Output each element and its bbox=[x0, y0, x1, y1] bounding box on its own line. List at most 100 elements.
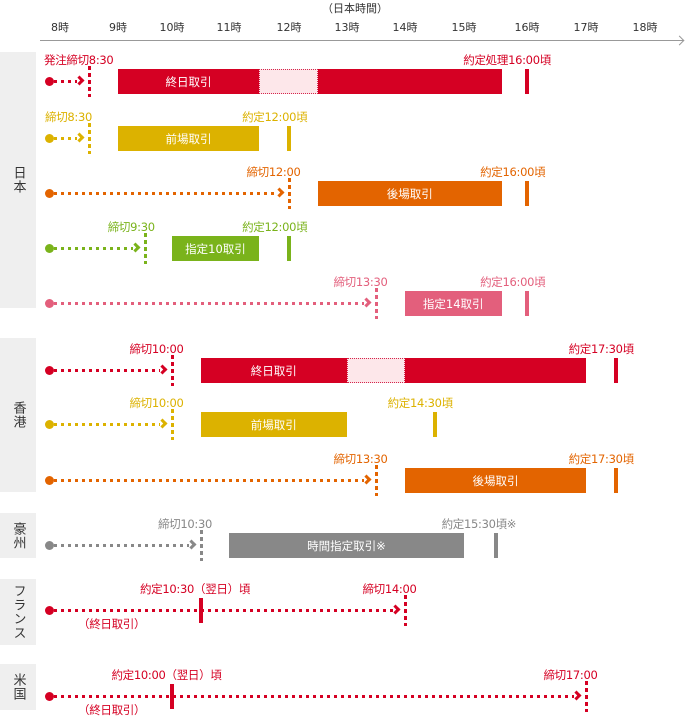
trading-session-bar: 時間指定取引※ bbox=[229, 533, 464, 558]
start-dot bbox=[45, 366, 54, 375]
region-band: 米国 bbox=[0, 664, 36, 710]
dotted-flow-line bbox=[54, 247, 133, 250]
chevron-right-icon bbox=[74, 75, 85, 86]
axis-tick-label: 18時 bbox=[632, 21, 658, 34]
cutoff-label: 締切10:30 bbox=[157, 517, 213, 531]
settlement-marker bbox=[493, 533, 498, 558]
start-dot bbox=[45, 77, 54, 86]
axis-tick-label: 16時 bbox=[514, 21, 540, 34]
axis-tick-label: 12時 bbox=[276, 21, 302, 34]
settlement-label: 約定17:30頃 bbox=[568, 452, 635, 466]
session-label: 時間指定取引※ bbox=[307, 538, 386, 553]
cutoff-label: 締切13:30 bbox=[333, 275, 388, 289]
chevron-right-icon bbox=[157, 364, 168, 375]
dotted-flow-line bbox=[54, 479, 364, 482]
settlement-marker bbox=[525, 69, 529, 94]
dotted-flow-line bbox=[54, 369, 160, 372]
axis-tick-label: 11時 bbox=[216, 21, 242, 34]
start-dot bbox=[45, 541, 54, 550]
dotted-flow-line bbox=[54, 544, 189, 547]
region-label: 豪州 bbox=[10, 521, 26, 550]
chevron-right-icon bbox=[571, 690, 582, 701]
start-dot bbox=[45, 299, 54, 308]
trading-session-bar: 後場取引 bbox=[405, 468, 586, 493]
chevron-right-icon bbox=[361, 297, 372, 308]
session-note: （終日取引） bbox=[78, 617, 146, 631]
start-dot bbox=[45, 189, 54, 198]
chevron-right-icon bbox=[74, 132, 85, 143]
axis-tick-label: 8時 bbox=[51, 21, 69, 34]
settlement-marker bbox=[613, 358, 618, 383]
session-label: 指定14取引 bbox=[422, 296, 484, 311]
lunch-break-gap bbox=[259, 69, 318, 94]
cutoff-marker bbox=[171, 355, 174, 386]
axis-tick-label: 9時 bbox=[109, 21, 127, 34]
region-band: フランス bbox=[0, 579, 36, 645]
cutoff-marker bbox=[144, 233, 147, 264]
settlement-label: 約定12:00頃 bbox=[242, 220, 308, 234]
dotted-flow-line bbox=[54, 80, 77, 83]
cutoff-label: 締切9:30 bbox=[107, 220, 155, 234]
axis-title: （日本時間） bbox=[322, 2, 388, 15]
settlement-label: 約定15:30頃※ bbox=[441, 517, 517, 531]
trading-session-bar: 後場取引 bbox=[318, 181, 502, 206]
cutoff-marker bbox=[585, 681, 588, 712]
region-label: 日本 bbox=[10, 166, 26, 194]
cutoff-marker bbox=[288, 178, 291, 209]
cutoff-label: 締切14:00 bbox=[362, 582, 417, 596]
chevron-right-icon bbox=[186, 539, 196, 550]
session-label: 終日取引 bbox=[165, 74, 212, 89]
region-band: 豪州 bbox=[0, 513, 36, 558]
cutoff-label: 締切13:30 bbox=[333, 452, 388, 466]
chevron-right-icon bbox=[157, 418, 168, 429]
start-dot bbox=[45, 420, 54, 429]
axis-tick-label: 14時 bbox=[392, 21, 418, 34]
region-label: 米国 bbox=[10, 673, 26, 701]
dotted-flow-line bbox=[54, 695, 574, 698]
axis-tick-label: 17時 bbox=[573, 21, 599, 34]
trading-session-bar: 指定14取引 bbox=[405, 291, 502, 316]
dotted-flow-line bbox=[54, 192, 277, 195]
start-dot bbox=[45, 244, 54, 253]
start-dot bbox=[45, 692, 54, 701]
settlement-label: 約定16:00頃 bbox=[480, 275, 546, 289]
settlement-marker bbox=[287, 236, 291, 261]
trading-session-bar: 前場取引 bbox=[118, 126, 259, 151]
start-dot bbox=[45, 134, 54, 143]
cutoff-marker bbox=[171, 409, 174, 440]
dotted-flow-line bbox=[54, 137, 77, 140]
settlement-label: 約定17:30頃 bbox=[568, 342, 635, 356]
cutoff-marker bbox=[375, 465, 378, 496]
session-label: 後場取引 bbox=[472, 473, 519, 488]
session-note: （終日取引） bbox=[78, 703, 146, 717]
cutoff-label: 締切10:00 bbox=[129, 342, 184, 356]
cutoff-marker bbox=[88, 123, 91, 154]
dotted-flow-line bbox=[54, 302, 364, 305]
cutoff-label: 締切12:00 bbox=[246, 165, 301, 179]
settlement-marker bbox=[525, 291, 529, 316]
settlement-label: 約定処理16:00頃 bbox=[463, 53, 551, 67]
chevron-right-icon bbox=[361, 474, 372, 485]
session-label: 後場取引 bbox=[386, 186, 433, 201]
cutoff-label: 締切10:00 bbox=[129, 396, 184, 410]
dotted-flow-line bbox=[54, 609, 393, 612]
dotted-flow-line bbox=[54, 423, 160, 426]
axis-arrow-icon bbox=[674, 35, 685, 46]
session-label: 終日取引 bbox=[250, 363, 297, 378]
cutoff-marker bbox=[404, 595, 407, 626]
axis-tick-label: 15時 bbox=[451, 21, 477, 34]
cutoff-marker bbox=[199, 530, 203, 561]
cutoff-marker bbox=[375, 288, 378, 319]
settlement-label: 約定16:00頃 bbox=[480, 165, 546, 179]
region-band: 香港 bbox=[0, 338, 36, 492]
settlement-label: 約定10:30（翌日）頃 bbox=[139, 582, 251, 596]
settlement-label: 約定14:30頃 bbox=[387, 396, 454, 410]
start-dot bbox=[45, 476, 54, 485]
chevron-right-icon bbox=[390, 604, 401, 615]
session-label: 前場取引 bbox=[250, 417, 297, 432]
axis-tick-label: 13時 bbox=[334, 21, 360, 34]
cutoff-marker bbox=[88, 66, 91, 97]
settlement-marker bbox=[432, 412, 437, 437]
region-label: フランス bbox=[10, 584, 26, 640]
settlement-marker bbox=[198, 598, 203, 623]
